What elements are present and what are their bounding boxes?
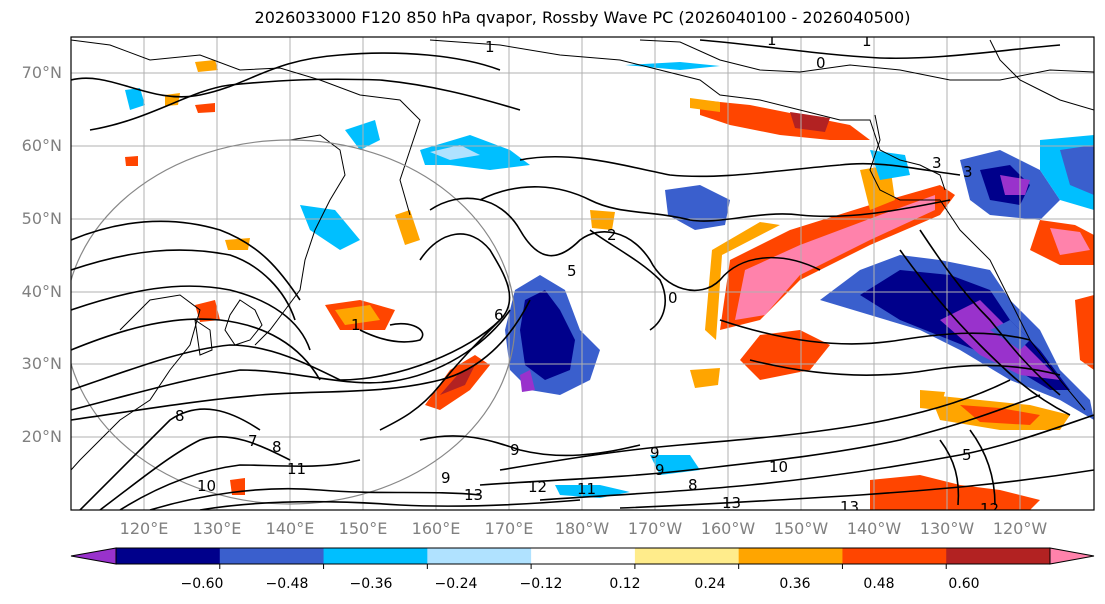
colorbar-ticks xyxy=(219,564,947,569)
contour-label: 5 xyxy=(962,446,972,464)
contour-lines xyxy=(71,39,1094,510)
colorbar-segment xyxy=(946,548,1051,564)
lat-label: 30°N xyxy=(21,354,62,373)
coastlines xyxy=(71,39,1094,471)
colorbar xyxy=(70,547,1095,569)
lon-label: 120°E xyxy=(119,519,169,538)
colorbar-tick-label: −0.24 xyxy=(434,576,478,592)
lat-label: 40°N xyxy=(21,282,62,301)
colorbar-segment xyxy=(842,548,947,564)
contour-label: 9 xyxy=(510,441,520,459)
contour-label: 9 xyxy=(655,461,665,479)
contour-label: 1 xyxy=(485,38,495,56)
contour-label: 13 xyxy=(722,494,741,512)
colorbar-segment xyxy=(738,548,843,564)
contour-label: 8 xyxy=(175,407,185,425)
contour-label: 11 xyxy=(577,480,596,498)
colorbar-tick-label: 0.36 xyxy=(779,576,811,592)
colorbar-tick-label: 0.24 xyxy=(694,576,726,592)
great-circle xyxy=(71,139,516,505)
colorbar-tick-label: 0.48 xyxy=(863,576,895,592)
contour-label: 3 xyxy=(963,163,973,181)
contour-label: 8 xyxy=(688,476,698,494)
lon-label: 140°W xyxy=(846,519,902,538)
contour-label: 13 xyxy=(464,486,483,504)
colorbar-frame xyxy=(115,547,1051,565)
lon-label: 160°W xyxy=(700,519,756,538)
colorbar-under-triangle xyxy=(70,547,117,565)
colorbar-tick-label: −0.60 xyxy=(180,576,224,592)
contour-label: 8 xyxy=(272,438,282,456)
lon-label: 150°E xyxy=(338,519,388,538)
contour-label: 12 xyxy=(980,500,999,518)
contour-label: 0 xyxy=(668,289,678,307)
contour-label: 9 xyxy=(650,444,660,462)
colorbar-tick-label: 0.60 xyxy=(948,576,980,592)
colorbar-over-triangle xyxy=(1049,547,1095,565)
contour-label: 3 xyxy=(932,154,942,172)
contour-label: 0 xyxy=(816,54,826,72)
contour-label: 2 xyxy=(607,226,617,244)
lon-label: 130°W xyxy=(919,519,975,538)
lat-label: 50°N xyxy=(21,209,62,228)
lon-label: 120°W xyxy=(992,519,1048,538)
lon-label: 140°E xyxy=(265,519,315,538)
map-title: 2026033000 F120 850 hPa qvapor, Rossby W… xyxy=(254,8,911,27)
lon-label: 160°E xyxy=(411,519,461,538)
colorbar-tick-label: −0.12 xyxy=(519,576,563,592)
contour-label: 10 xyxy=(197,477,216,495)
colorbar-segment xyxy=(116,548,221,564)
colorbar-segment xyxy=(219,548,325,564)
contour-label: 7 xyxy=(248,432,258,450)
contour-label: 10 xyxy=(769,458,788,476)
contour-label: 1 xyxy=(351,316,361,334)
lat-label: 60°N xyxy=(21,136,62,155)
contour-label: 11 xyxy=(287,460,306,478)
lon-label: 180°W xyxy=(554,519,610,538)
colorbar-segment xyxy=(531,548,636,564)
colorbar-tick-label: −0.36 xyxy=(349,576,393,592)
lat-label: 70°N xyxy=(21,63,62,82)
lon-label: 170°W xyxy=(627,519,683,538)
graticule xyxy=(71,37,1094,510)
map-frame xyxy=(70,36,1095,511)
colorbar-segment xyxy=(323,548,428,564)
lat-label: 20°N xyxy=(21,427,62,446)
contour-label: 1 xyxy=(862,32,872,50)
contour-label: 6 xyxy=(494,306,504,324)
contour-label: 12 xyxy=(528,478,547,496)
colorbar-segment xyxy=(634,548,740,564)
contour-labels: 1 1 0 1 3 2 5 6 1 0 8 9 7 8 11 10 9 13 1… xyxy=(175,31,999,518)
colorbar-segment xyxy=(427,548,532,564)
contour-label: 5 xyxy=(567,262,577,280)
contour-label: 13 xyxy=(840,498,859,516)
colorbar-tick-label: 0.12 xyxy=(609,576,641,592)
colorbar-tick-label: −0.48 xyxy=(265,576,309,592)
colorbar-segments xyxy=(116,548,1051,564)
lon-label: 130°E xyxy=(192,519,242,538)
map-plot-area: 1 1 0 1 3 2 5 6 1 0 8 9 7 8 11 10 9 13 1… xyxy=(71,31,1094,518)
lon-label: 170°E xyxy=(484,519,534,538)
contour-label: 1 xyxy=(767,31,777,49)
contour-label: 9 xyxy=(441,469,451,487)
lon-label: 150°W xyxy=(773,519,829,538)
